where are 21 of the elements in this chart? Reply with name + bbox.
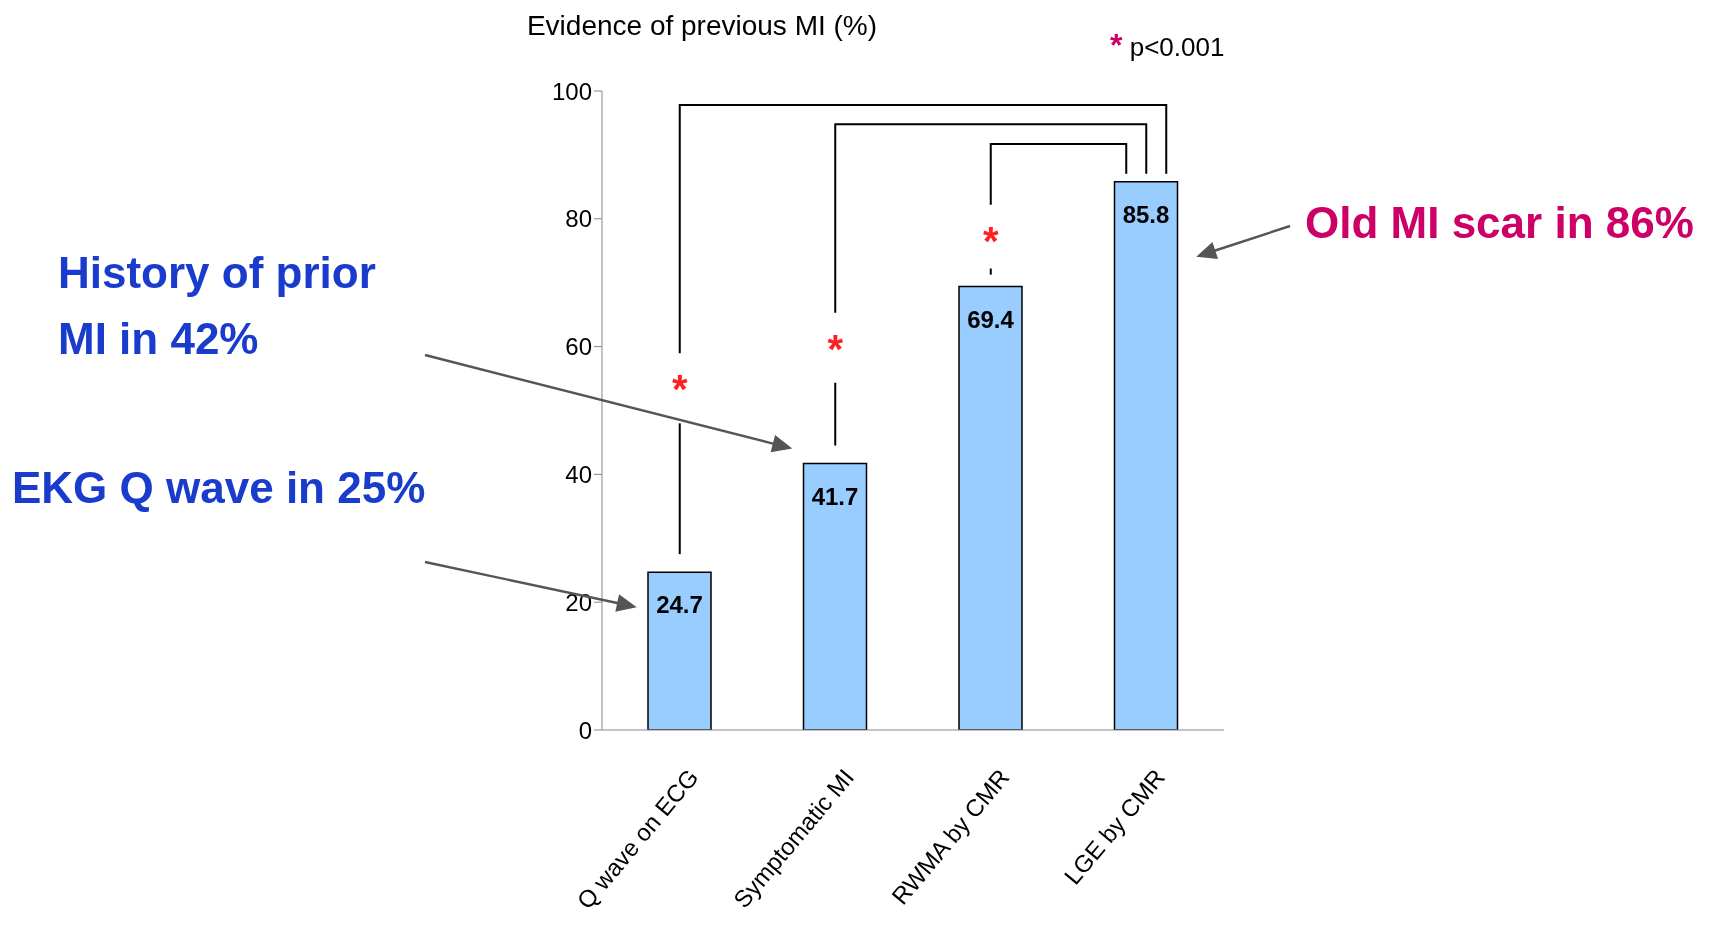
text: EKG Q wave in 25% [12, 462, 427, 514]
y-axis-title: Evidence of previous MI (%) [526, 10, 878, 41]
bar [1113, 180, 1179, 730]
y-tick-label: 100 [551, 77, 592, 105]
text: Old MI scar in 86% [1305, 197, 1695, 249]
y-tick-label: 80 [565, 205, 592, 233]
text: History of prior MI in 42% [58, 247, 377, 365]
y-tick-label: 60 [565, 333, 592, 361]
annotation: * [827, 326, 844, 371]
data-label: 41.7 [811, 482, 859, 510]
bar [802, 462, 868, 730]
y-tick-label: 0 [578, 716, 592, 744]
y-tick-label: 40 [565, 460, 592, 488]
bar [647, 571, 712, 730]
data-label: 85.8 [1122, 200, 1170, 228]
annotation: * [671, 367, 688, 412]
text: * p<0.001 [1110, 27, 1225, 63]
data-label: 24.7 [656, 591, 703, 619]
annotation: * [982, 218, 999, 263]
bar [958, 285, 1023, 730]
data-label: 69.4 [967, 305, 1015, 333]
